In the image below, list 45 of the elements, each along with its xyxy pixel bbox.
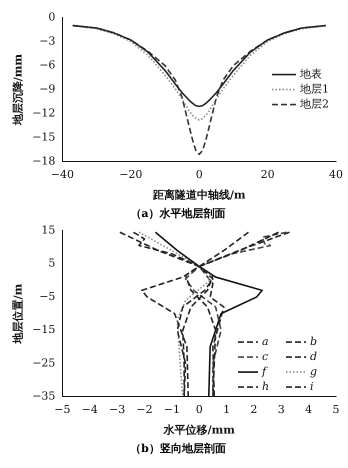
y-tick-label: −5	[39, 290, 56, 303]
x-tick-label: 20	[260, 168, 275, 182]
text: （b）竖向地层剖面	[129, 441, 227, 456]
legend-label: b	[310, 334, 318, 348]
y-tick-label: −6	[39, 58, 56, 72]
x-tick-label: 0	[196, 168, 203, 182]
text: （a）水平地层剖面	[129, 206, 227, 221]
x-tick-label: −2	[136, 403, 153, 416]
x-tick-label: −3	[109, 403, 126, 416]
legend-label: 地层1	[299, 82, 329, 96]
legend-label: c	[262, 350, 268, 363]
x-tick-label: −4	[82, 403, 98, 416]
legend-label: a	[262, 334, 269, 348]
y-axis-title: 地层沉降/mm	[11, 54, 24, 126]
x-tick-label: 1	[223, 403, 230, 416]
y-axis-title: 地层位置/m	[11, 283, 24, 344]
y-tick-label: 0	[48, 10, 56, 24]
y-tick-label: 5	[48, 256, 56, 270]
y-tick-label: −15	[32, 323, 56, 336]
legend-label: f	[261, 364, 268, 378]
y-tick-label: −12	[32, 106, 56, 120]
legend-label: g	[310, 364, 318, 378]
y-tick-label: −18	[32, 154, 56, 168]
x-tick-label: 0	[196, 403, 203, 416]
y-tick-label: −15	[32, 130, 56, 144]
legend-label: i	[310, 380, 314, 393]
legend-label: 地表	[299, 67, 322, 80]
x-tick-label: 3	[278, 403, 285, 416]
y-tick-label: −9	[39, 82, 56, 96]
legend-label: h	[262, 380, 270, 393]
legend-label: d	[310, 350, 318, 363]
y-tick-label: −35	[32, 389, 56, 402]
x-tick-label: 4	[305, 403, 312, 416]
y-tick-label: −3	[39, 34, 56, 48]
x-axis-title: 距离隧道中轴线/m	[152, 188, 246, 202]
y-tick-label: −25	[32, 356, 56, 370]
x-tick-label: −1	[164, 403, 180, 416]
legend-label: 地层2	[299, 97, 329, 110]
x-tick-label: 5	[332, 403, 340, 416]
x-tick-label: −40	[50, 168, 74, 182]
y-tick-label: 15	[41, 223, 56, 236]
x-tick-label: 2	[250, 403, 258, 416]
x-axis-title: 水平位移/mm	[162, 423, 236, 436]
x-tick-label: 40	[329, 168, 343, 182]
x-tick-label: −20	[119, 168, 142, 182]
